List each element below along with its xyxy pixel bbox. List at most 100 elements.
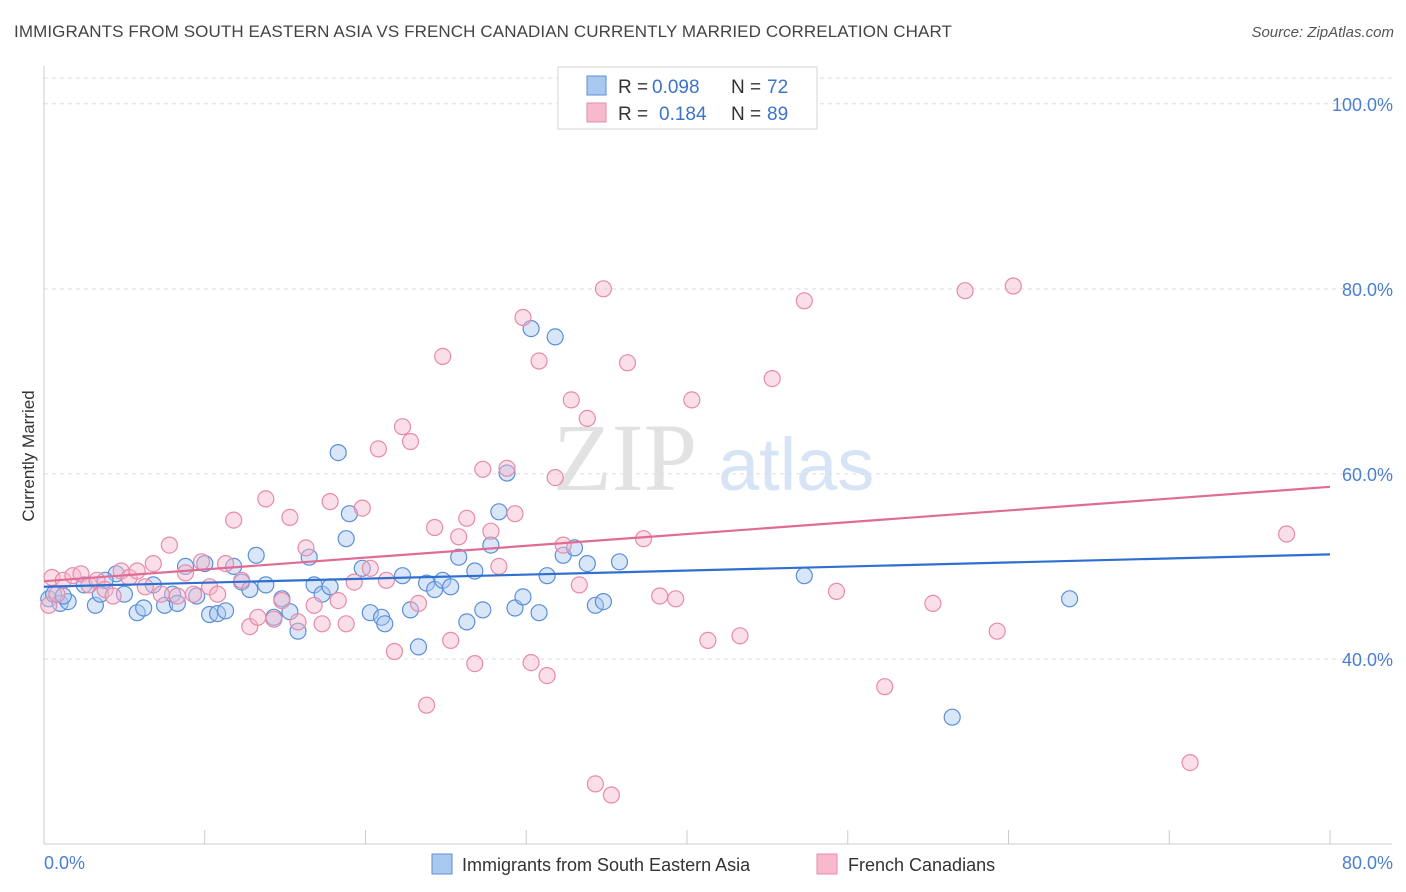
pink-data-point bbox=[466, 654, 484, 673]
blue-data-point bbox=[795, 567, 813, 585]
pink-data-point bbox=[168, 587, 186, 605]
pink-data-point bbox=[699, 631, 717, 650]
pink-data-point bbox=[369, 440, 387, 458]
stats-r-value-pink: 0.184 bbox=[659, 104, 707, 125]
pink-data-point bbox=[273, 591, 291, 610]
blue-data-point bbox=[247, 546, 265, 564]
pink-data-point bbox=[385, 642, 403, 661]
pink-data-point bbox=[514, 308, 532, 327]
y-tick-label: 60.0% bbox=[1342, 465, 1393, 485]
pink-data-point bbox=[924, 594, 942, 613]
pink-data-point bbox=[128, 562, 146, 580]
blue-data-point bbox=[361, 604, 379, 622]
pink-data-point bbox=[1277, 525, 1296, 543]
blue-trend-line bbox=[43, 553, 1331, 588]
blue-data-point bbox=[86, 596, 105, 614]
pink-data-point bbox=[876, 678, 894, 696]
pink-data-point bbox=[209, 585, 227, 603]
blue-data-point bbox=[474, 601, 492, 619]
pink-data-point bbox=[546, 469, 564, 487]
blue-data-point bbox=[530, 604, 548, 622]
series-legend-label-pink: French Canadians bbox=[848, 855, 995, 875]
pink-data-point bbox=[176, 564, 195, 582]
x-tick-label-max: 80.0% bbox=[1342, 853, 1393, 873]
pink-data-point bbox=[361, 559, 379, 577]
series-legend-label-blue: Immigrants from South Eastern Asia bbox=[462, 855, 751, 875]
pink-data-point bbox=[401, 432, 420, 451]
blue-data-point bbox=[217, 602, 235, 620]
gridlines bbox=[44, 77, 1392, 660]
stats-legend-swatch-blue bbox=[586, 75, 607, 96]
watermark-zip: ZIP bbox=[553, 404, 697, 511]
blue-data-point bbox=[135, 599, 153, 617]
pink-data-point bbox=[731, 627, 749, 645]
trend-lines bbox=[43, 485, 1331, 588]
y-tick-label: 40.0% bbox=[1342, 650, 1393, 670]
pink-data-point bbox=[795, 292, 813, 310]
blue-data-point bbox=[1060, 590, 1079, 608]
pink-data-point bbox=[538, 666, 556, 685]
pink-data-point bbox=[458, 509, 476, 527]
stats-r-label-blue: R = bbox=[618, 77, 648, 98]
blue-data-point bbox=[594, 592, 613, 611]
pink-data-point bbox=[434, 347, 452, 365]
stats-legend: R = 0.098 N = 72 R = 0.184 N = 89 bbox=[557, 66, 818, 130]
y-tick-label: 100.0% bbox=[1332, 95, 1393, 115]
pink-data-point bbox=[192, 553, 211, 571]
blue-data-point bbox=[289, 622, 307, 640]
pink-data-point bbox=[827, 582, 846, 601]
blue-data-point bbox=[40, 590, 58, 608]
pink-data-point bbox=[233, 571, 251, 589]
blue-data-point bbox=[538, 567, 556, 585]
pink-data-point bbox=[522, 653, 540, 672]
pink-data-point bbox=[225, 511, 243, 529]
blue-data-point bbox=[546, 328, 564, 346]
pink-data-point bbox=[160, 536, 178, 554]
blue-data-point bbox=[586, 596, 605, 614]
blue-data-point bbox=[943, 708, 961, 726]
pink-data-point bbox=[594, 280, 613, 298]
pink-data-point bbox=[450, 528, 468, 546]
pink-data-point bbox=[345, 573, 363, 591]
y-axis-title: Currently Married bbox=[19, 390, 38, 521]
blue-data-point bbox=[565, 539, 584, 557]
axes bbox=[43, 66, 1392, 845]
watermark-atlas: atlas bbox=[718, 423, 874, 506]
pink-data-point bbox=[578, 409, 596, 427]
pink-data-point bbox=[618, 354, 637, 372]
blue-data-point bbox=[409, 638, 428, 656]
pink-data-point bbox=[988, 622, 1006, 640]
pink-data-point bbox=[329, 591, 347, 610]
blue-data-point bbox=[490, 503, 508, 521]
pink-data-point bbox=[586, 775, 605, 793]
pink-data-point bbox=[313, 615, 331, 633]
pink-data-point bbox=[763, 370, 781, 388]
pink-data-point bbox=[554, 536, 572, 554]
blue-data-point bbox=[498, 464, 516, 482]
series-legend-swatch-pink bbox=[816, 853, 838, 875]
blue-data-point bbox=[578, 554, 596, 573]
pink-data-point bbox=[281, 508, 299, 527]
stats-n-label-blue: N = bbox=[731, 77, 761, 98]
pink-data-point bbox=[136, 578, 154, 596]
pink-data-point bbox=[104, 587, 122, 605]
pink-data-point bbox=[337, 615, 355, 633]
pink-data-point bbox=[257, 490, 275, 508]
pink-data-point bbox=[651, 587, 669, 605]
pink-data-point bbox=[426, 518, 444, 537]
blue-data-point bbox=[442, 578, 460, 596]
pink-data-point bbox=[152, 585, 170, 603]
pink-data-point bbox=[474, 460, 492, 478]
pink-data-point bbox=[1004, 277, 1022, 295]
pink-data-point bbox=[249, 608, 267, 626]
series-legend: Immigrants from South Eastern Asia Frenc… bbox=[431, 853, 995, 875]
pink-data-point bbox=[498, 459, 516, 477]
pink-data-point bbox=[602, 786, 621, 804]
stats-n-value-blue: 72 bbox=[767, 77, 788, 98]
pink-data-point bbox=[265, 610, 283, 628]
pink-data-point bbox=[377, 571, 395, 589]
data-points bbox=[40, 277, 1296, 804]
blue-data-point bbox=[329, 444, 347, 462]
pink-data-point bbox=[393, 418, 412, 436]
blue-data-point bbox=[458, 613, 476, 631]
